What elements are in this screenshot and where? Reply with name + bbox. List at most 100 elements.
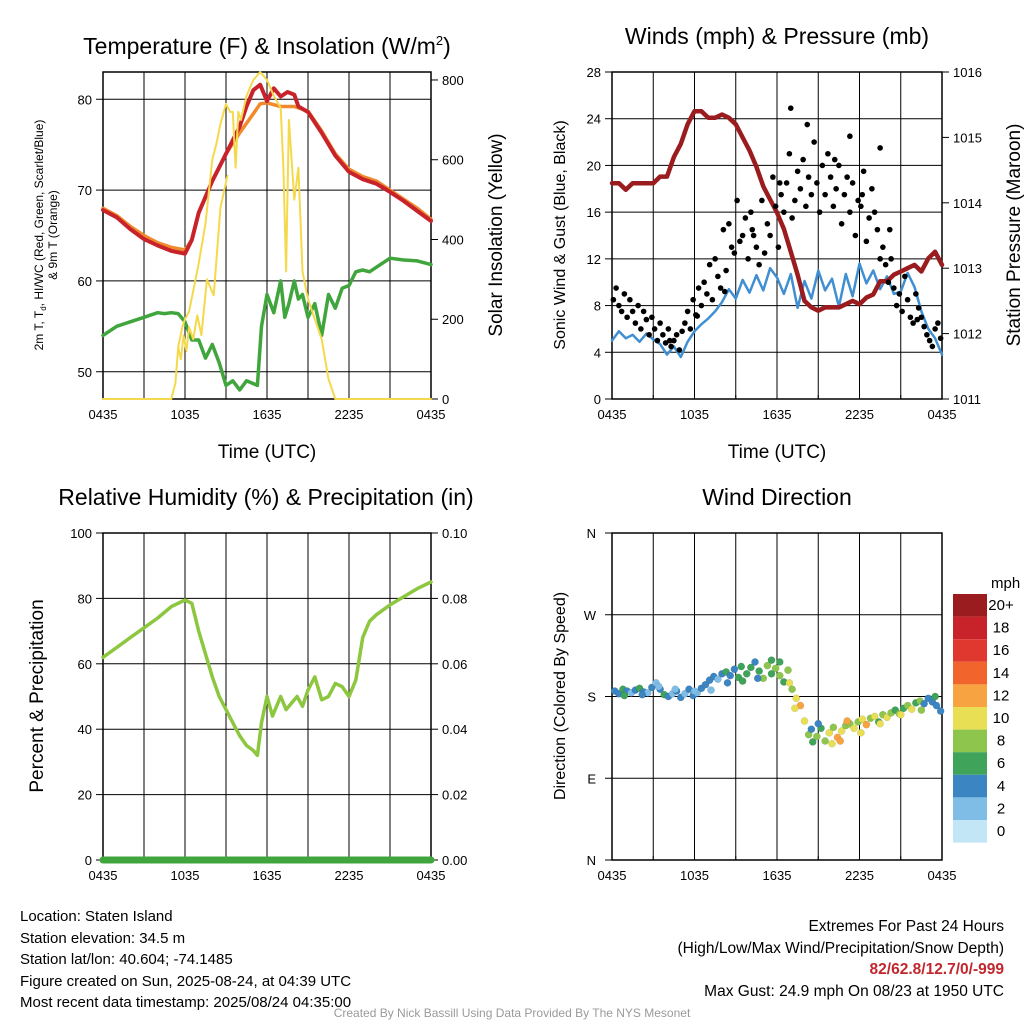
dir-point [767, 669, 776, 678]
wind-left-ytick-label: 0 [594, 392, 601, 407]
temp-series-green [101, 256, 433, 392]
colorbar-swatch [953, 774, 987, 798]
wind-gust-point [666, 337, 673, 344]
wind-gust-point [717, 285, 724, 291]
dir-point [747, 663, 755, 672]
wind-gust-point [750, 232, 757, 239]
wind-gust-point [728, 244, 735, 250]
wind-gust-point [618, 308, 625, 315]
wind-gust-point [822, 191, 828, 198]
rh-left-ytick-label: 20 [78, 788, 92, 803]
temp-right-ytick-label: 600 [442, 153, 464, 168]
wind-xlabel: Time (UTC) [728, 442, 827, 463]
wind-gust-point [621, 291, 628, 297]
temp-right-ytick-label: 800 [442, 73, 464, 88]
colorbar-swatch [953, 616, 987, 640]
temp-xtick-label: 0435 [89, 407, 118, 422]
wind-gust-point [781, 209, 787, 215]
temp-xtick-label: 1035 [171, 407, 200, 422]
wind-gust-point [679, 328, 685, 335]
wind-gust-point [871, 209, 878, 215]
rh-right-ytick-label: 0.08 [442, 591, 467, 606]
wind-gust-point [778, 191, 784, 198]
wind-panel-title: Winds (mph) & Pressure (mb) [625, 23, 929, 49]
wind-gust-point [776, 180, 783, 186]
colorbar-label: 4 [997, 778, 1005, 795]
dir-xtick-label: 1635 [763, 868, 792, 883]
dir-panel-title: Wind Direction [702, 484, 852, 510]
extremes-info: Extremes For Past 24 Hours (High/Low/Max… [678, 916, 1005, 1002]
wind-gust-point [660, 331, 666, 338]
dir-point [828, 739, 836, 748]
dir-xtick-label: 1035 [680, 868, 709, 883]
colorbar-swatch [953, 594, 987, 617]
wind-gust-point [775, 244, 782, 250]
wind-gust-point [819, 162, 826, 169]
wind-gust-point [629, 308, 636, 315]
wind-series-blue [610, 262, 944, 359]
dir-ytick-label: W [584, 608, 597, 623]
wind-gust-point [825, 150, 831, 157]
dir-point [671, 685, 680, 694]
wind-gust-point [690, 296, 696, 303]
dir-point [807, 725, 816, 734]
wind-gust-point [924, 331, 930, 338]
dir-ytick-label: N [587, 853, 596, 868]
wind-gust-point [789, 215, 795, 221]
wind-gust-point [737, 238, 743, 245]
max-gust: Max Gust: 24.9 mph On 08/23 at 1950 UTC [704, 982, 1004, 1000]
dir-point [850, 724, 858, 733]
wind-gust-point [830, 203, 837, 210]
dir-point [917, 706, 926, 714]
wind-gust-point [764, 221, 771, 227]
dir-point [654, 682, 663, 691]
rh-right-ytick-label: 0.00 [442, 853, 467, 868]
temp-series-orange [101, 101, 433, 252]
wind-gust-point [874, 226, 881, 233]
wind-right-ytick-label: 1011 [953, 392, 981, 407]
wind-gust-point [767, 232, 773, 239]
wind-plot: 0435 1035 1635 2235 043504812162024281011101… [587, 65, 982, 422]
wind-gust-point [772, 203, 779, 210]
wind-gust-point [662, 340, 669, 346]
wind-gust-point [847, 209, 853, 215]
temp-left-ytick-label: 60 [78, 274, 92, 289]
wind-gust-point [904, 296, 911, 303]
dir-xtick-label: 0435 [928, 868, 957, 883]
dir-point [788, 685, 796, 694]
colorbar-swatch [953, 752, 987, 775]
rh-left-ytick-label: 0 [85, 853, 92, 868]
rh-panel-title: Relative Humidity (%) & Precipitation (i… [58, 484, 473, 510]
dir-point [707, 686, 715, 694]
dir-point [620, 691, 629, 700]
colorbar-label: 14 [993, 665, 1010, 682]
wind-gust-point [649, 314, 655, 321]
wind-gust-point [886, 226, 893, 233]
wind-gust-point [673, 331, 680, 338]
dir-point [753, 674, 762, 683]
wind-gust-point [803, 203, 809, 210]
wind-gust-point [797, 185, 804, 192]
wind-gust-point [811, 139, 817, 145]
dir-point [836, 737, 845, 745]
colorbar-swatch [953, 707, 987, 730]
dir-point [857, 728, 865, 737]
wind-gust-point [706, 261, 713, 268]
temp-left-ytick-label: 70 [78, 183, 92, 198]
wind-gust-point [701, 279, 707, 286]
wind-gust-point [899, 308, 905, 315]
wind-gust-point [687, 326, 694, 332]
wind-gust-point [715, 273, 721, 280]
wind-gust-point [643, 316, 650, 323]
wind-gust-point [695, 285, 702, 291]
rh-left-ylabel: Percent & Precipitation [27, 599, 48, 792]
wind-gust-point [831, 156, 838, 163]
wind-left-ytick-label: 8 [594, 299, 601, 314]
rh-xtick-label: 1035 [171, 868, 200, 883]
wind-gust-point [929, 343, 936, 350]
rh-xtick-label: 0435 [417, 868, 446, 883]
colorbar-swatch [953, 729, 987, 753]
dir-point [920, 699, 928, 708]
dir-point [791, 704, 799, 713]
wind-gust-point [847, 133, 853, 140]
